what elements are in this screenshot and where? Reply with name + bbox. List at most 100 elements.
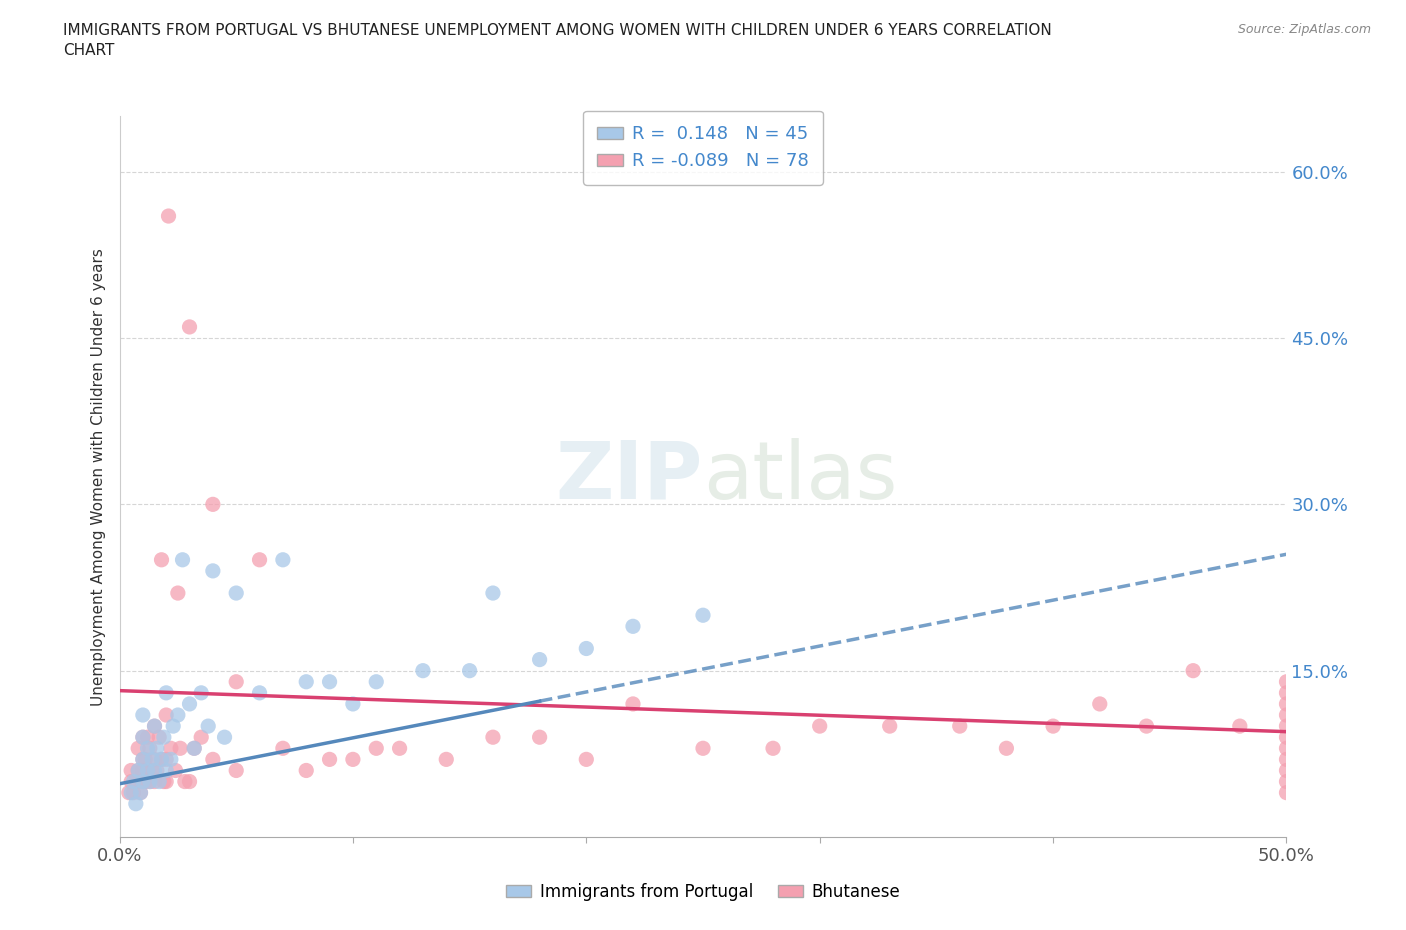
Point — [143, 774, 166, 789]
Point — [141, 752, 163, 767]
Point — [139, 741, 162, 756]
Point — [318, 674, 340, 689]
Point — [808, 719, 831, 734]
Point — [575, 752, 598, 767]
Point — [1229, 719, 1251, 734]
Point — [190, 730, 212, 745]
Point — [366, 674, 388, 689]
Point — [692, 741, 714, 756]
Point — [621, 697, 644, 711]
Point — [388, 741, 411, 756]
Point — [995, 741, 1018, 756]
Point — [179, 697, 201, 711]
Point — [157, 208, 180, 223]
Point — [160, 741, 183, 756]
Point — [173, 774, 195, 789]
Point — [155, 708, 177, 723]
Point — [148, 774, 170, 789]
Point — [366, 741, 388, 756]
Point — [132, 708, 155, 723]
Point — [214, 730, 236, 745]
Text: Source: ZipAtlas.com: Source: ZipAtlas.com — [1237, 23, 1371, 36]
Point — [160, 752, 183, 767]
Point — [342, 752, 364, 767]
Point — [949, 719, 972, 734]
Point — [132, 763, 155, 777]
Point — [434, 752, 457, 767]
Point — [120, 785, 142, 800]
Point — [1275, 708, 1298, 723]
Point — [132, 752, 155, 767]
Point — [120, 774, 142, 789]
Point — [201, 497, 224, 512]
Point — [271, 741, 294, 756]
Point — [190, 685, 212, 700]
Point — [1275, 741, 1298, 756]
Point — [127, 763, 149, 777]
Point — [179, 774, 201, 789]
Point — [127, 763, 149, 777]
Point — [127, 741, 149, 756]
Point — [139, 774, 162, 789]
Point — [146, 763, 169, 777]
Point — [155, 763, 177, 777]
Point — [134, 752, 156, 767]
Point — [153, 730, 176, 745]
Point — [122, 785, 145, 800]
Point — [143, 752, 166, 767]
Point — [1182, 663, 1205, 678]
Point — [183, 741, 205, 756]
Point — [125, 796, 148, 811]
Point — [139, 774, 162, 789]
Point — [162, 719, 184, 734]
Point — [1275, 730, 1298, 745]
Point — [1275, 763, 1298, 777]
Point — [118, 785, 141, 800]
Point — [318, 752, 340, 767]
Point — [136, 763, 159, 777]
Point — [155, 774, 177, 789]
Point — [225, 674, 247, 689]
Text: atlas: atlas — [703, 438, 897, 515]
Point — [1275, 774, 1298, 789]
Point — [1135, 719, 1157, 734]
Point — [249, 552, 271, 567]
Point — [132, 752, 155, 767]
Text: ZIP: ZIP — [555, 438, 703, 515]
Point — [179, 320, 201, 335]
Point — [146, 741, 169, 756]
Point — [1275, 752, 1298, 767]
Point — [172, 552, 194, 567]
Point — [155, 752, 177, 767]
Point — [132, 730, 155, 745]
Point — [271, 552, 294, 567]
Point — [153, 774, 176, 789]
Point — [136, 730, 159, 745]
Point — [1275, 685, 1298, 700]
Point — [482, 730, 505, 745]
Point — [1042, 719, 1064, 734]
Point — [169, 741, 191, 756]
Point — [166, 586, 188, 601]
Text: IMMIGRANTS FROM PORTUGAL VS BHUTANESE UNEMPLOYMENT AMONG WOMEN WITH CHILDREN UND: IMMIGRANTS FROM PORTUGAL VS BHUTANESE UN… — [63, 23, 1052, 58]
Point — [879, 719, 901, 734]
Point — [1088, 697, 1111, 711]
Point — [458, 663, 481, 678]
Point — [201, 564, 224, 578]
Point — [412, 663, 434, 678]
Point — [197, 719, 219, 734]
Point — [762, 741, 785, 756]
Point — [295, 674, 318, 689]
Point — [150, 752, 173, 767]
Point — [1275, 697, 1298, 711]
Point — [166, 708, 188, 723]
Point — [621, 618, 644, 633]
Point — [1275, 785, 1298, 800]
Point — [183, 741, 205, 756]
Point — [136, 741, 159, 756]
Point — [129, 785, 152, 800]
Point — [134, 774, 156, 789]
Point — [529, 730, 551, 745]
Point — [120, 763, 142, 777]
Point — [342, 697, 364, 711]
